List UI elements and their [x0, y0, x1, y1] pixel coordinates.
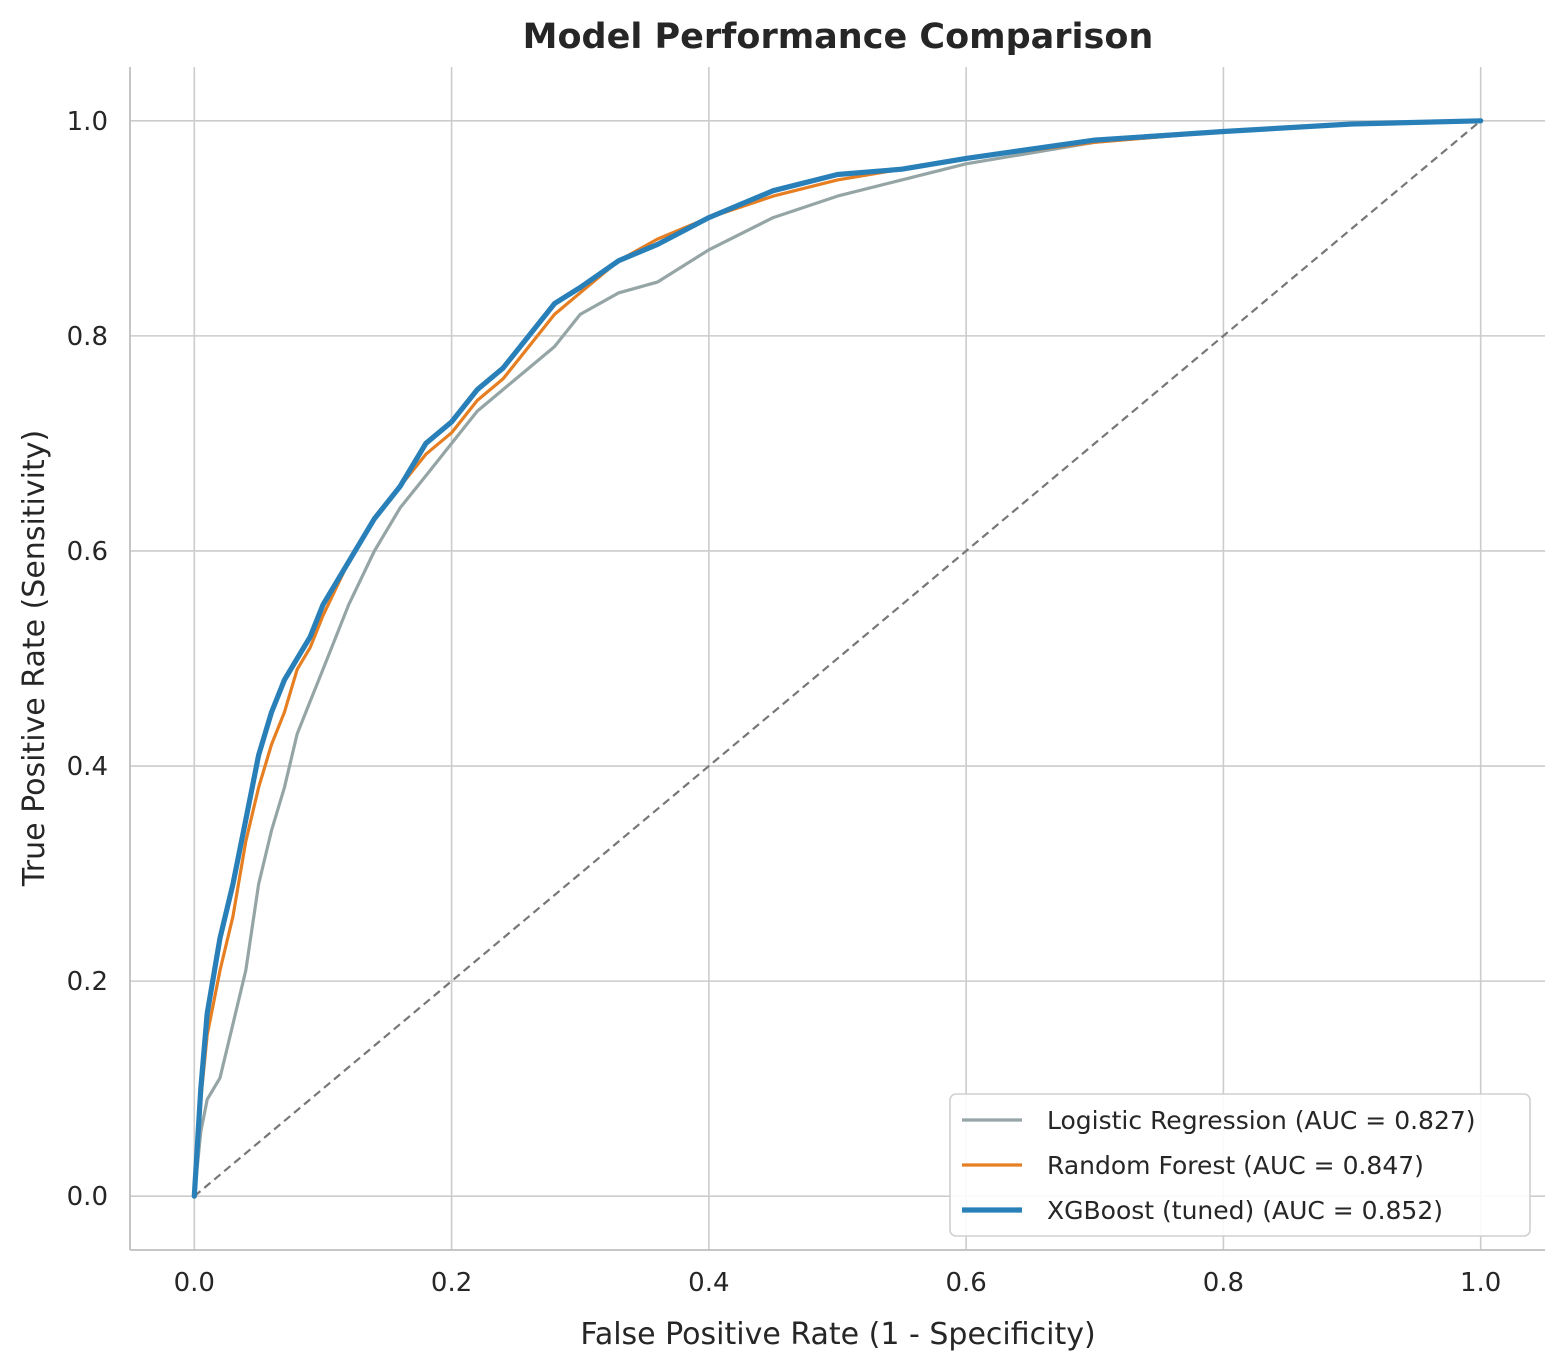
reference-layer	[193, 119, 1482, 1198]
x-axis-label: False Positive Rate (1 - Specificity)	[580, 1317, 1095, 1352]
x-tick-label-1: 0.2	[431, 1268, 472, 1298]
y-tick-label-3: 0.6	[67, 537, 108, 567]
grid	[130, 67, 1545, 1250]
x-tick-label-5: 1.0	[1460, 1268, 1501, 1298]
x-tick-label-2: 0.4	[688, 1268, 729, 1298]
x-tick-label-0: 0.0	[174, 1268, 215, 1298]
x-tick-label-3: 0.6	[945, 1268, 986, 1298]
chart-title: Model Performance Comparison	[523, 17, 1154, 57]
tick-labels: 0.0 0.2 0.4 0.6 0.8 1.0 0.0 0.2 0.4 0.6 0.8 1.0	[67, 107, 1502, 1298]
reference-diagonal-line	[193, 119, 1482, 1198]
legend-box	[949, 1093, 1531, 1237]
y-tick-label-1: 0.2	[67, 967, 108, 997]
axes	[129, 67, 1545, 1251]
legend-label-0: Logistic Regression (AUC = 0.827)	[1047, 1106, 1476, 1135]
series-line-0	[192, 119, 1483, 1198]
legend: Logistic Regression (AUC = 0.827) Random …	[949, 1093, 1531, 1237]
series-line-2	[191, 118, 1484, 1199]
y-tick-label-4: 0.8	[67, 322, 108, 352]
y-tick-label-5: 1.0	[67, 107, 108, 137]
y-tick-label-0: 0.0	[67, 1182, 108, 1212]
legend-label-1: Random Forest (AUC = 0.847)	[1047, 1151, 1424, 1180]
legend-label-2: XGBoost (tuned) (AUC = 0.852)	[1047, 1196, 1443, 1225]
y-tick-label-2: 0.4	[67, 752, 108, 782]
y-axis-label: True Positive Rate (Sensitivity)	[17, 430, 52, 887]
x-tick-label-4: 0.8	[1203, 1268, 1244, 1298]
series-layer	[191, 118, 1484, 1199]
